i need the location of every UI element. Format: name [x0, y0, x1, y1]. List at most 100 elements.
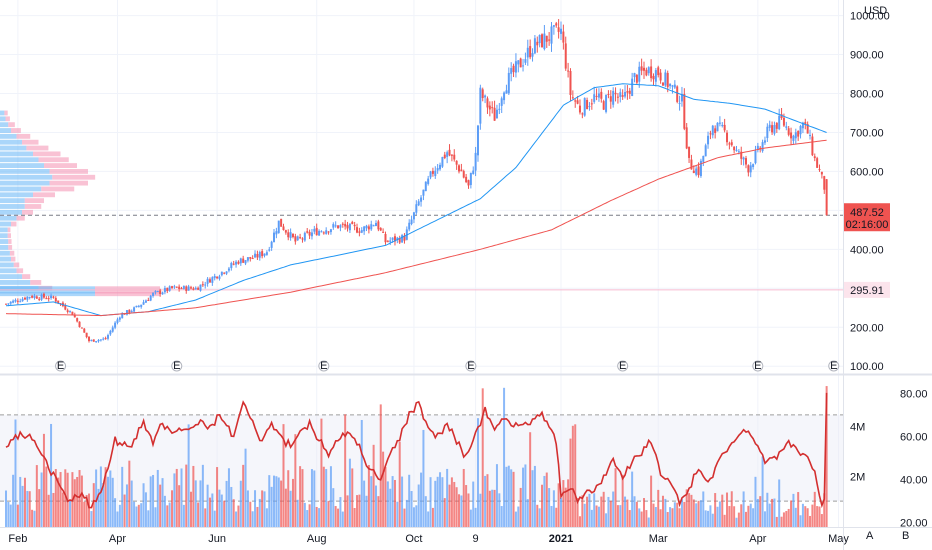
volume-bar — [61, 492, 64, 527]
volume-bar — [690, 494, 693, 527]
candle-body — [396, 237, 399, 241]
candle-body — [761, 142, 764, 152]
candle-body — [320, 231, 323, 233]
candle-body — [747, 165, 750, 173]
volume-bar — [26, 490, 29, 527]
candle-body — [142, 302, 145, 305]
volume-bar — [545, 472, 548, 527]
candle-body — [578, 105, 581, 113]
candle-body — [486, 98, 489, 108]
volume-bar — [370, 476, 373, 527]
time-tick-label: Apr — [749, 533, 766, 545]
candle-body — [818, 169, 821, 171]
candle-body — [484, 95, 487, 98]
candle-body — [315, 227, 318, 236]
candle-body — [443, 154, 446, 159]
candle-body — [659, 72, 662, 81]
volume-profile-bar-up — [0, 145, 27, 151]
candle-body — [654, 70, 657, 82]
candle-body — [782, 117, 785, 126]
bar-countdown: 02:16:00 — [846, 219, 889, 231]
candle-body — [346, 225, 349, 229]
candle-body — [453, 154, 456, 160]
candle-body — [778, 115, 781, 130]
volume-bar — [441, 477, 444, 527]
earnings-marker-letter: E — [320, 360, 327, 372]
candle-body — [289, 232, 292, 238]
volume-bar — [197, 502, 200, 527]
candle-body — [182, 286, 185, 289]
candle-body — [325, 230, 328, 234]
candle-body — [256, 254, 259, 258]
volume-profile-bar-down — [95, 292, 160, 297]
candle-body — [526, 47, 529, 58]
candle-body — [825, 179, 828, 216]
candle-body — [308, 231, 311, 236]
volume-bar — [137, 504, 140, 527]
candle-body — [417, 201, 420, 206]
candle-body — [265, 252, 268, 255]
time-tick-label: Mar — [649, 533, 668, 545]
volume-bar — [90, 511, 93, 527]
candle-body — [268, 249, 271, 251]
candle-body — [545, 35, 548, 42]
candle-body — [334, 225, 337, 227]
volume-bar — [811, 504, 814, 527]
volume-profile-bar-down — [52, 174, 96, 180]
candle-body — [458, 165, 461, 172]
candle-body — [616, 96, 619, 98]
volume-bar — [386, 481, 389, 527]
candle-body — [47, 298, 50, 300]
candle-body — [227, 268, 230, 271]
candle-body — [519, 58, 522, 68]
candle-body — [85, 332, 88, 338]
volume-bar — [159, 484, 162, 527]
volume-bar — [130, 480, 133, 527]
volume-bar — [726, 492, 729, 527]
level-tag-value: 295.91 — [850, 285, 884, 297]
auto-scale-button[interactable]: A — [866, 530, 874, 542]
volume-profile-bar-up — [0, 174, 53, 180]
volume-bar — [484, 475, 487, 527]
volume-bar — [616, 505, 619, 527]
candle-body — [683, 93, 686, 129]
candle-body — [97, 339, 100, 342]
volume-bar — [707, 510, 710, 527]
candle-body — [671, 85, 674, 87]
candle-body — [820, 171, 823, 175]
volume-bar — [149, 476, 152, 527]
candle-body — [16, 300, 19, 302]
volume-bar — [403, 508, 406, 527]
volume-bar — [258, 498, 261, 527]
candle-body — [661, 82, 664, 86]
volume-profile-bar-up — [0, 221, 11, 227]
volume-bar — [265, 508, 268, 527]
volume-bar — [216, 467, 219, 527]
candle-body — [816, 158, 819, 168]
candle-body — [673, 84, 676, 88]
candle-body — [469, 172, 472, 185]
candle-body — [14, 299, 17, 302]
candle-body — [88, 336, 91, 342]
volume-bar — [763, 511, 766, 527]
candle-body — [391, 237, 394, 240]
candle-body — [543, 33, 546, 50]
volume-profile-bar-down — [11, 221, 17, 227]
volume-bar — [95, 469, 98, 527]
volume-bar — [109, 470, 112, 527]
volume-bar — [97, 488, 100, 527]
volume-bar — [327, 500, 330, 527]
candle-body — [242, 258, 245, 263]
candle-body — [52, 296, 55, 298]
candle-body — [704, 145, 707, 157]
volume-bar — [429, 477, 432, 527]
volume-bar — [140, 503, 143, 527]
volume-bar — [322, 466, 325, 527]
candle-body — [76, 318, 79, 322]
candle-body — [571, 97, 574, 99]
candle-body — [809, 135, 812, 137]
volume-bar — [448, 484, 451, 527]
volume-bar — [396, 501, 399, 527]
bold-toggle-button[interactable]: B — [902, 530, 910, 542]
